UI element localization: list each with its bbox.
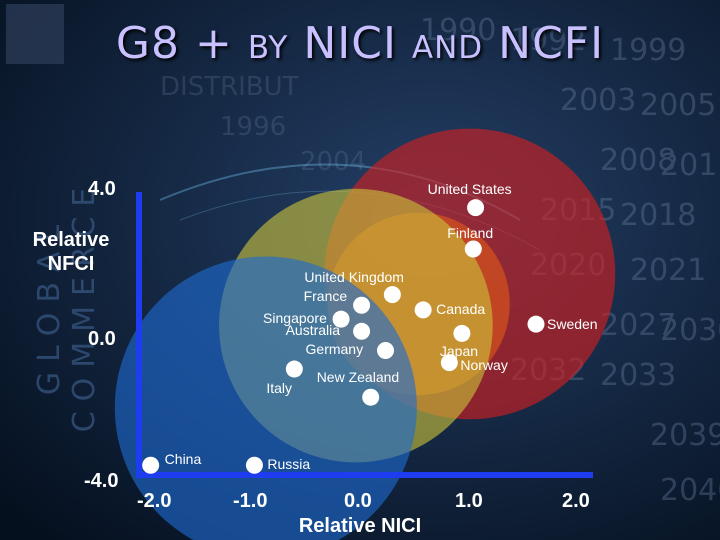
point-label: Singapore bbox=[263, 310, 327, 327]
data-point bbox=[362, 388, 380, 406]
point-label: Italy bbox=[266, 380, 292, 397]
point-label: United Kingdom bbox=[304, 268, 404, 285]
point-label: New Zealand bbox=[316, 369, 400, 386]
y-tick-label: 4.0 bbox=[88, 178, 116, 200]
point-label: Sweden bbox=[547, 316, 598, 333]
slide-title: G8 + by NICI and NCFI bbox=[115, 18, 605, 69]
svg-text:1990: 1990 bbox=[420, 13, 496, 48]
x-tick-label: 0.0 bbox=[344, 490, 372, 512]
data-point bbox=[377, 342, 395, 360]
svg-text:2030: 2030 bbox=[660, 313, 720, 348]
data-point bbox=[467, 199, 485, 217]
y-tick-label: 0.0 bbox=[88, 328, 116, 350]
point-label: United States bbox=[427, 180, 512, 197]
x-tick-label: -1.0 bbox=[233, 490, 268, 512]
svg-text:2033: 2033 bbox=[600, 358, 676, 393]
point-label: Germany bbox=[305, 340, 364, 357]
x-tick-label: -2.0 bbox=[137, 490, 172, 512]
svg-text:1999: 1999 bbox=[610, 33, 686, 68]
svg-text:2027: 2027 bbox=[600, 308, 676, 343]
y-axis-label: Relative NFCI bbox=[32, 229, 110, 275]
svg-text:2003: 2003 bbox=[560, 83, 636, 118]
x-axis-label: Relative NICI bbox=[298, 515, 422, 537]
point-label: Japan bbox=[439, 343, 479, 360]
point-label: France bbox=[303, 288, 348, 305]
data-point bbox=[414, 301, 432, 319]
data-point bbox=[332, 310, 350, 328]
point-label: Australia bbox=[285, 322, 341, 339]
data-point bbox=[142, 456, 160, 474]
svg-text:DISTRIBUT: DISTRIBUT bbox=[160, 72, 299, 102]
point-label: Finland bbox=[447, 225, 494, 241]
point-label: Canada bbox=[436, 300, 486, 317]
svg-text:2039: 2039 bbox=[650, 418, 720, 453]
data-point bbox=[440, 354, 458, 372]
x-tick-label: 2.0 bbox=[562, 490, 590, 512]
data-point bbox=[527, 315, 545, 333]
data-point bbox=[453, 324, 471, 342]
data-point bbox=[383, 286, 401, 304]
svg-text:2011: 2011 bbox=[660, 148, 720, 183]
data-point bbox=[353, 322, 371, 340]
svg-text:1992: 1992 bbox=[510, 23, 586, 58]
data-point bbox=[285, 360, 303, 378]
point-label: Russia bbox=[267, 456, 311, 473]
svg-text:1996: 1996 bbox=[220, 112, 286, 142]
x-tick-label: 1.0 bbox=[455, 490, 483, 512]
data-point bbox=[464, 240, 482, 258]
svg-text:2008: 2008 bbox=[600, 143, 676, 178]
data-point bbox=[353, 296, 371, 314]
point-label: China bbox=[164, 451, 202, 468]
point-label: Norway bbox=[460, 356, 508, 373]
svg-text:2018: 2018 bbox=[620, 198, 696, 233]
svg-text:2021: 2021 bbox=[630, 253, 706, 288]
svg-text:2046: 2046 bbox=[660, 473, 720, 508]
y-tick-label: -4.0 bbox=[84, 470, 119, 492]
svg-text:2005: 2005 bbox=[640, 88, 716, 123]
data-point bbox=[245, 456, 263, 474]
svg-text:2004: 2004 bbox=[300, 147, 366, 177]
